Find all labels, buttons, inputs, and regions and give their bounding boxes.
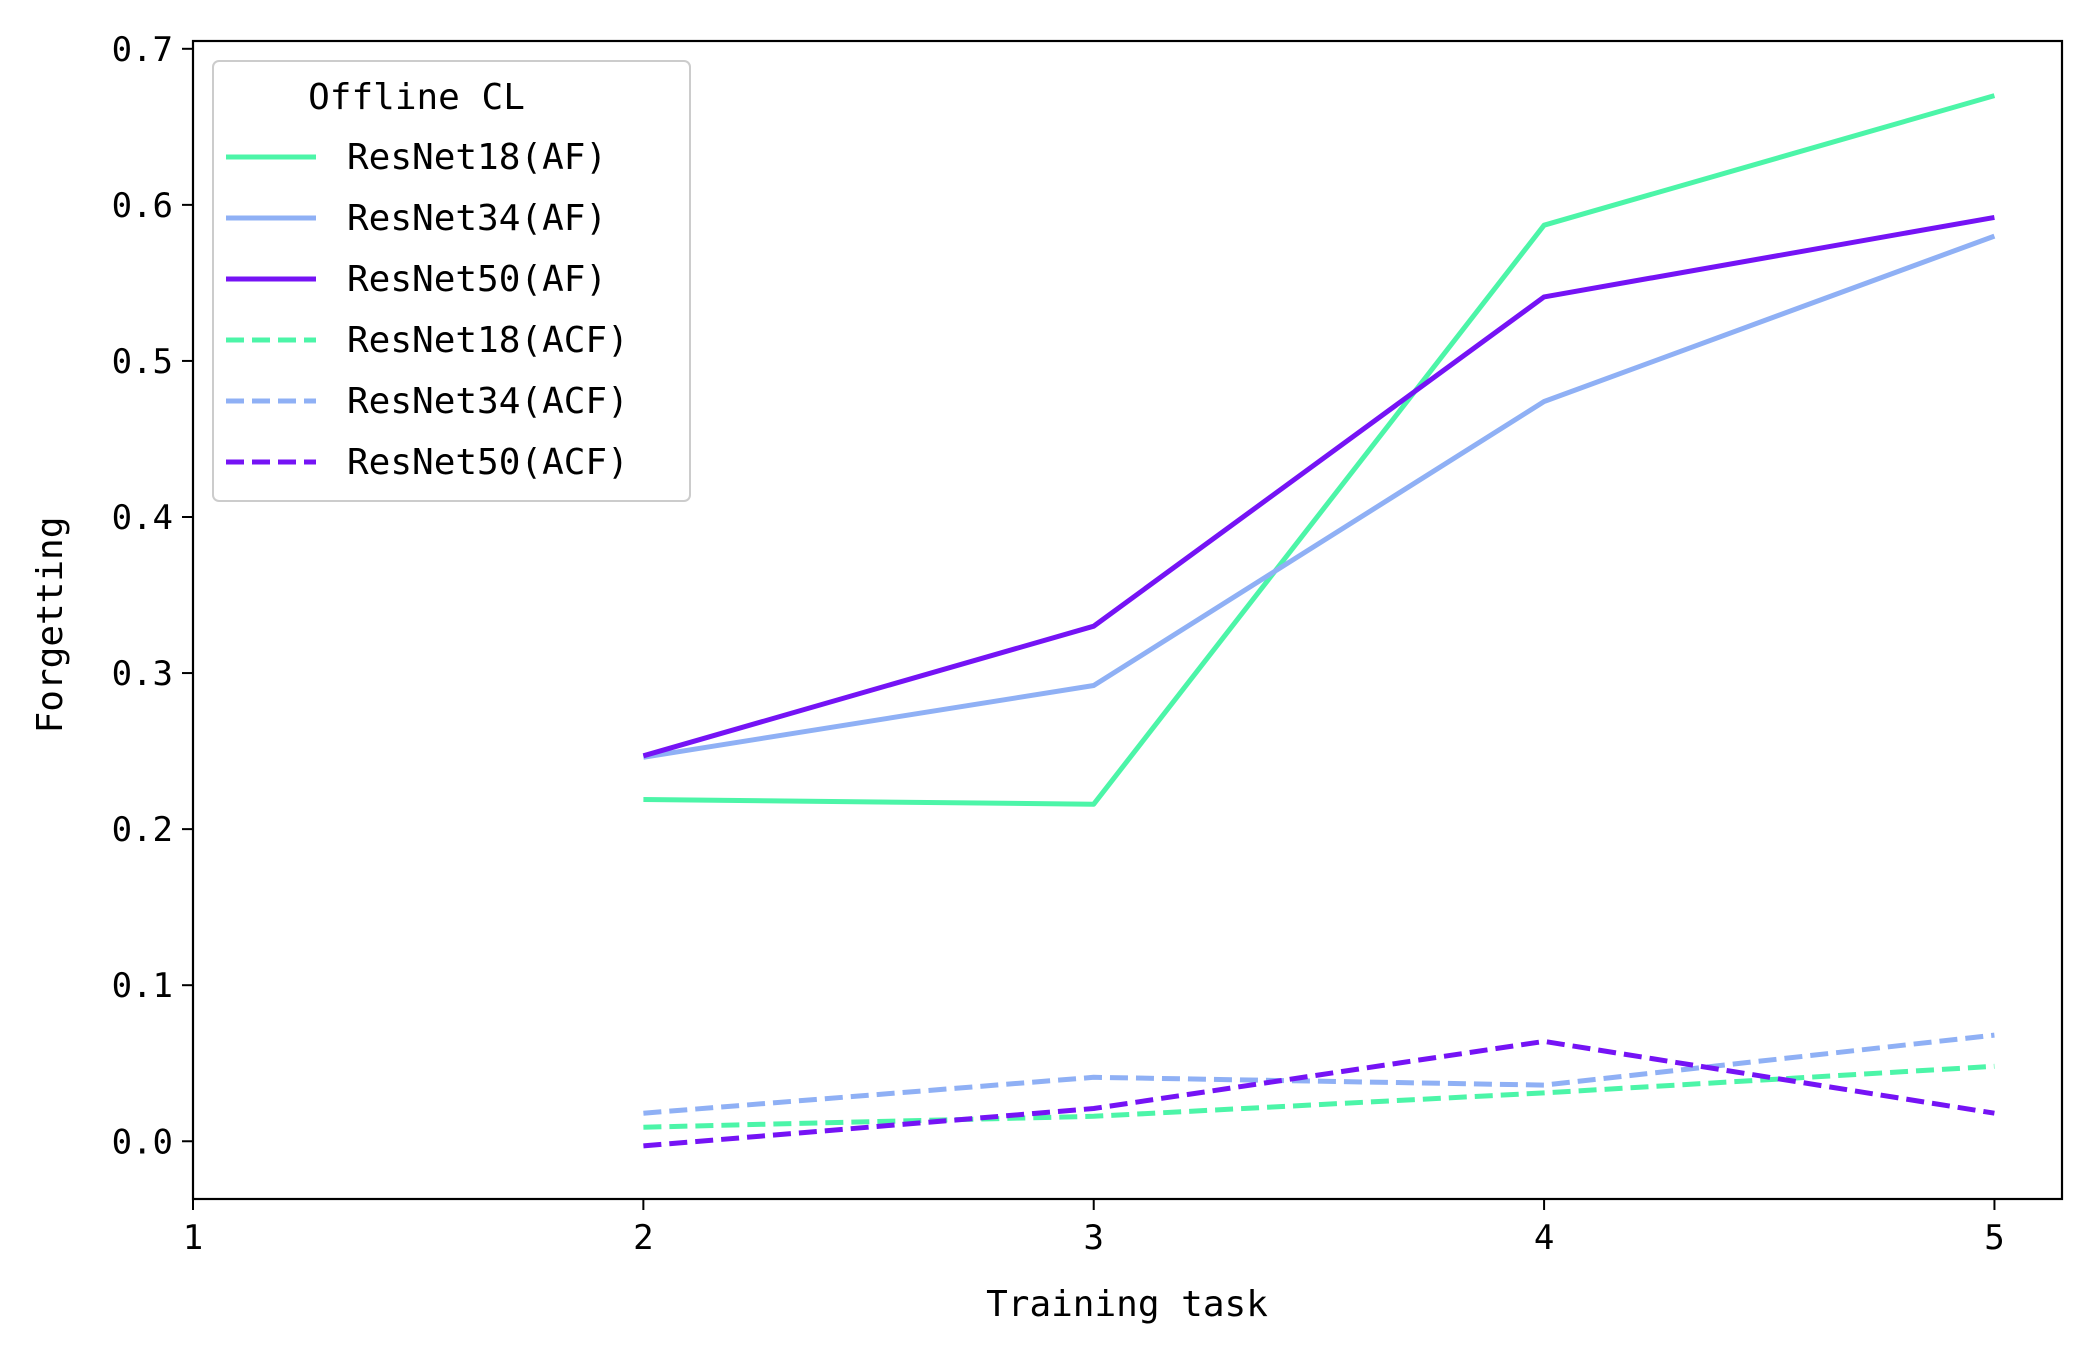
legend-label: ResNet34(AF) [347,198,607,239]
legend-label: ResNet34(ACF) [347,381,629,422]
x-tick-label: 1 [183,1218,203,1258]
series-line-resnet50-acf [643,1038,1995,1149]
series-line-resnet34-acf [643,1032,1995,1116]
y-tick-label: 0.5 [112,342,173,382]
legend-label: ResNet18(ACF) [347,320,629,361]
legend-label: ResNet50(AF) [347,259,607,300]
legend-label: ResNet50(ACF) [347,442,629,483]
series-line-resnet18-af [643,93,1996,807]
y-axis-label: Forgetting [30,517,71,734]
legend-title: Offline CL [308,77,525,118]
axes-layer: 1 2 3 4 5 0.0 0.1 0.2 0.3 0.4 0.5 0.6 0.7 [112,30,2064,1258]
legend-label: ResNet18(AF) [347,137,607,178]
x-axis-label: Training task [986,1284,1268,1325]
y-tick-label: 0.7 [112,30,173,70]
y-tick-label: 0.6 [112,186,173,226]
y-tick-label: 0.4 [112,498,173,538]
y-tick-label: 0.1 [112,966,173,1006]
y-tick-label: 0.0 [112,1122,173,1162]
x-tick-label: 5 [1984,1218,2004,1258]
legend-box [212,60,691,502]
x-tick-label: 3 [1083,1218,1103,1258]
y-tick-label: 0.2 [112,810,173,850]
y-tick-label: 0.3 [112,654,173,694]
legend: Offline CL ResNet18(AF) ResNet34(AF) ResNet… [212,60,691,502]
plot-frame [191,39,2064,1201]
series-line-resnet50-af [642,214,1995,759]
series-line-resnet34-af [643,233,1996,760]
series-layer [642,93,1996,1149]
x-tick-label: 4 [1534,1218,1554,1258]
x-tick-label: 2 [633,1218,653,1258]
